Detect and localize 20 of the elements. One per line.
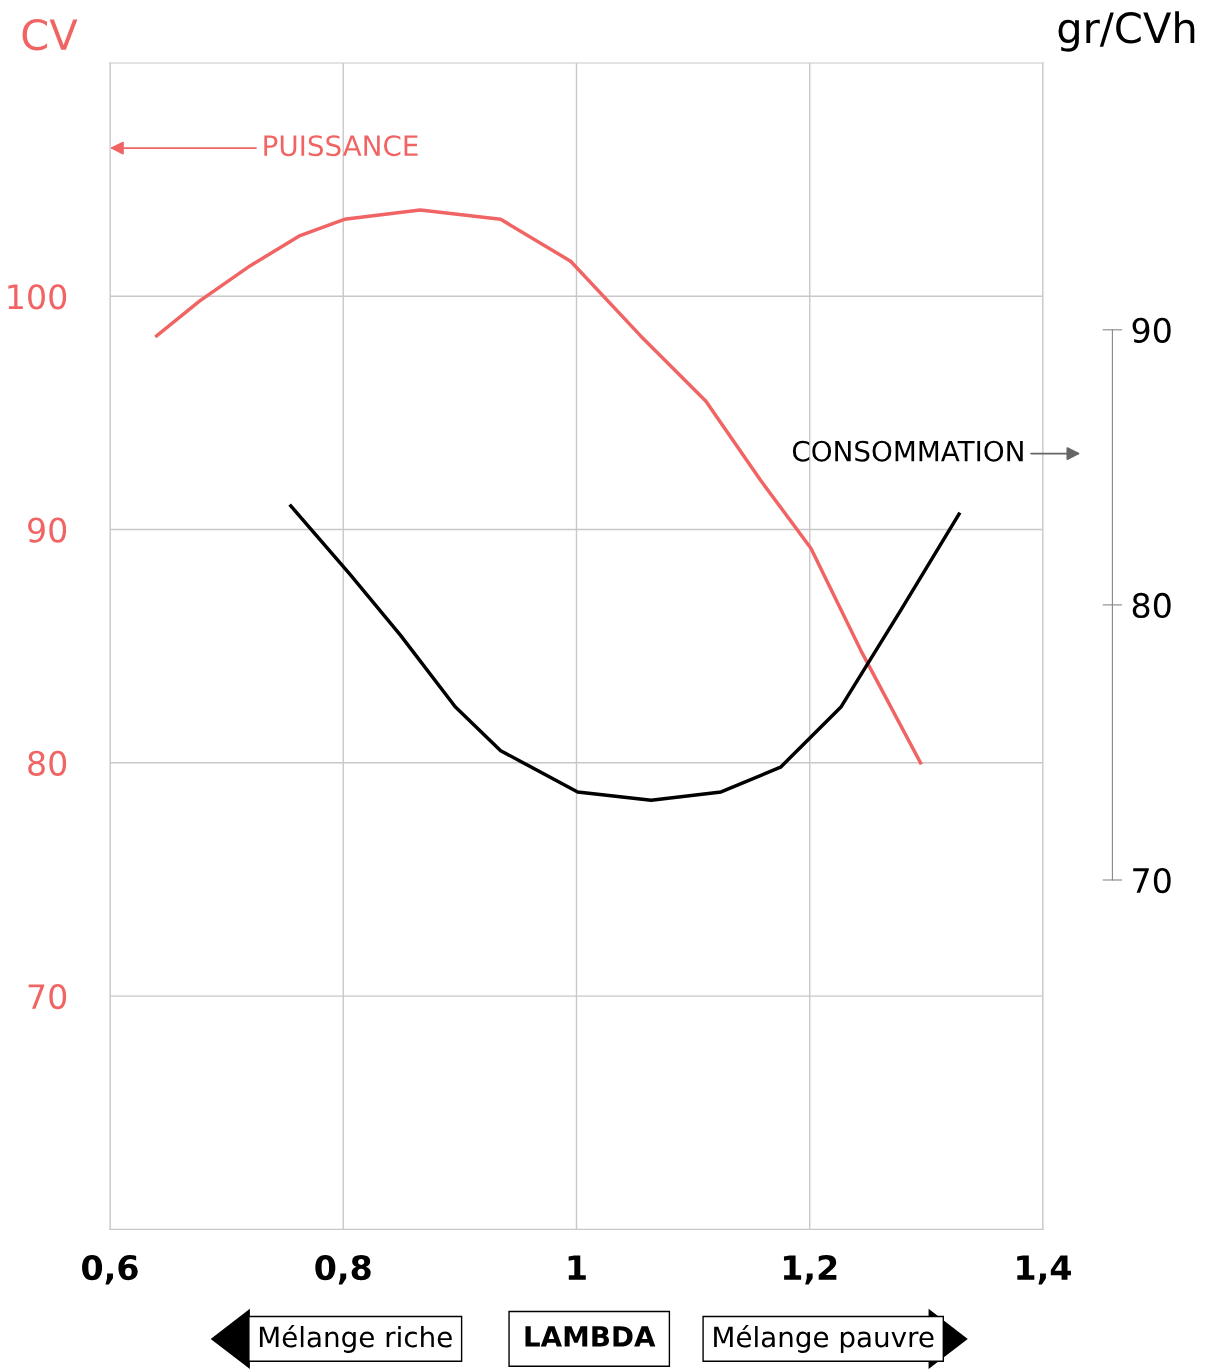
y-tick-label: 100	[8, 284, 67, 310]
y-axis-title: CV	[22, 18, 78, 51]
x-tick-label: 1	[568, 1255, 586, 1280]
x-tick-label: 0,8	[315, 1254, 371, 1285]
y2-tick-label: 80	[1132, 592, 1171, 619]
y-tick-label: 90	[28, 517, 67, 543]
x-tick-label: 1,2	[783, 1254, 837, 1285]
x-tick-label: 1,4	[1017, 1255, 1071, 1285]
x-axis-title: LAMBDA	[525, 1326, 656, 1347]
text: Mélange pauvre	[714, 1324, 934, 1353]
y2-axis-title: gr/CVh	[1058, 11, 1195, 52]
y-tick-label: 70	[28, 984, 67, 1010]
line-series	[289, 504, 961, 802]
x-tick-label: 0,6	[82, 1254, 138, 1285]
series-label: PUISSANCE	[264, 135, 418, 157]
text: Mélange riche	[259, 1324, 452, 1353]
y-tick-label: 80	[28, 750, 67, 776]
text: CONSOMMATION	[792, 440, 1023, 462]
y2-tick-label: 90	[1132, 317, 1171, 343]
y2-tick-label: 70	[1133, 867, 1171, 894]
